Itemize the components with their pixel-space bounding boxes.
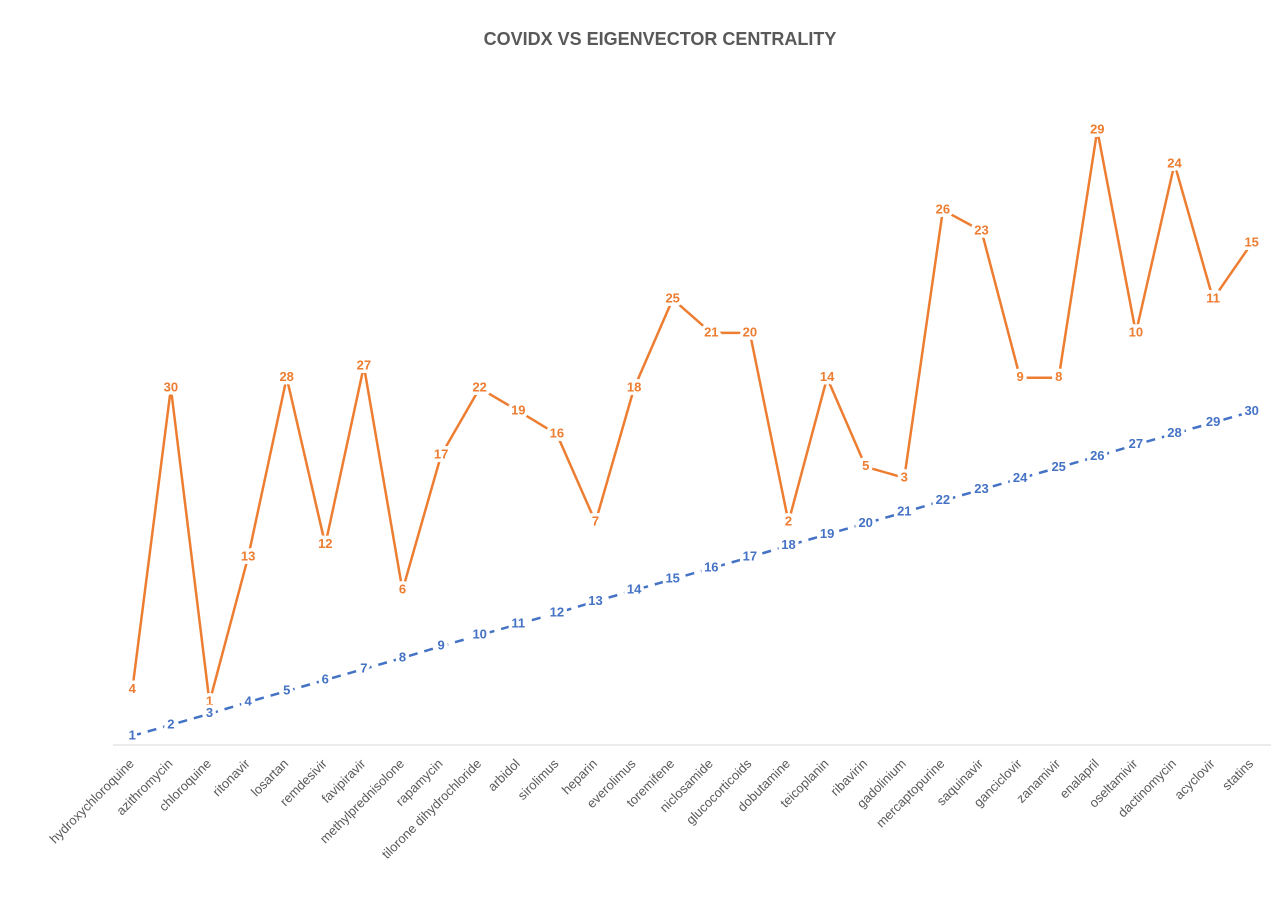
data-label: 18	[627, 380, 641, 395]
data-label: 12	[318, 536, 332, 551]
data-label: 6	[322, 671, 329, 686]
data-label: 7	[360, 660, 367, 675]
x-tick-label: statins	[1219, 756, 1257, 794]
data-label: 25	[665, 291, 679, 306]
data-label: 7	[592, 513, 599, 528]
data-label: 5	[283, 682, 290, 697]
data-label: 22	[472, 380, 486, 395]
data-label: 22	[936, 492, 950, 507]
data-label: 14	[627, 582, 642, 597]
x-tick-label: acyclovir	[1171, 755, 1218, 802]
data-label: 20	[743, 324, 757, 339]
data-label: 11	[511, 616, 525, 631]
data-label: 21	[897, 504, 911, 519]
series-line	[131, 128, 1253, 704]
data-label: 9	[1016, 369, 1023, 384]
data-label: 3	[206, 705, 213, 720]
data-label: 29	[1206, 414, 1220, 429]
data-label: 12	[550, 604, 564, 619]
data-label: 8	[1055, 369, 1062, 384]
data-label: 10	[472, 627, 486, 642]
data-label: 21	[704, 324, 718, 339]
data-label: 30	[1244, 403, 1258, 418]
data-label: 23	[974, 222, 988, 237]
data-label: 11	[1206, 291, 1220, 306]
data-label: 15	[665, 571, 679, 586]
x-tick-label: sirolimus	[515, 756, 562, 803]
data-label: 24	[1167, 155, 1182, 170]
data-label: 10	[1129, 324, 1143, 339]
chart-title: COVIDX VS EIGENVECTOR CENTRALITY	[484, 29, 837, 49]
data-label: 27	[357, 357, 371, 372]
series-line	[131, 410, 1253, 738]
data-label: 3	[901, 469, 908, 484]
data-label: 1	[206, 694, 213, 709]
data-label: 5	[862, 458, 869, 473]
data-label: 14	[820, 369, 835, 384]
data-label: 19	[820, 526, 834, 541]
data-label: 15	[1244, 235, 1258, 250]
data-label: 28	[279, 369, 293, 384]
data-label: 2	[785, 513, 792, 528]
data-label: 23	[974, 481, 988, 496]
x-tick-label: mercaptopurine	[873, 756, 947, 830]
data-label: 26	[1090, 448, 1104, 463]
data-label: 4	[244, 694, 252, 709]
data-label: 29	[1090, 122, 1104, 137]
data-label: 17	[434, 447, 448, 462]
data-label: 2	[167, 716, 174, 731]
data-label: 27	[1129, 436, 1143, 451]
data-label: 24	[1013, 470, 1028, 485]
data-label: 16	[704, 560, 718, 575]
data-label: 6	[399, 582, 406, 597]
data-label: 9	[437, 638, 444, 653]
data-label: 25	[1051, 459, 1065, 474]
data-label: 30	[164, 380, 178, 395]
data-label: 19	[511, 402, 525, 417]
data-label: 18	[781, 537, 795, 552]
data-label: 28	[1167, 425, 1181, 440]
data-label: 8	[399, 649, 406, 664]
data-label: 16	[550, 426, 564, 441]
data-label: 26	[936, 201, 950, 216]
data-label: 4	[129, 681, 137, 696]
x-tick-label: ritonavir	[209, 755, 253, 799]
data-label: 13	[241, 549, 255, 564]
data-label: 1	[129, 727, 136, 742]
data-label: 17	[743, 549, 757, 564]
data-label: 20	[858, 515, 872, 530]
data-label: 13	[588, 593, 602, 608]
